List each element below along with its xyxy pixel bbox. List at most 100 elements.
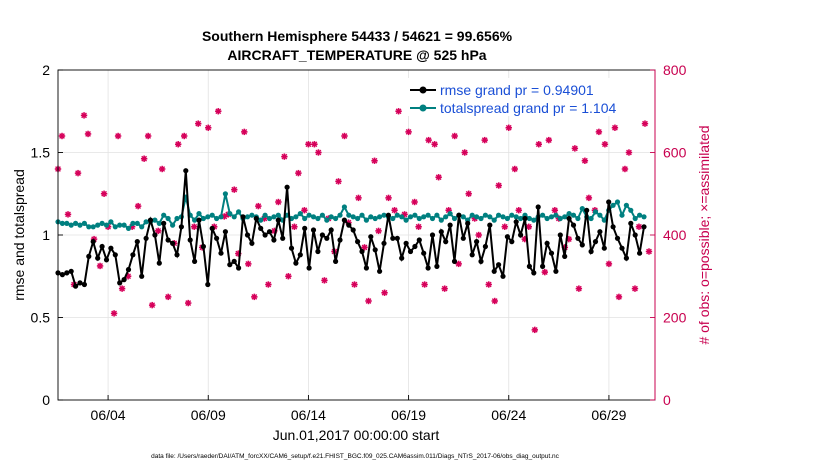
series-1-point-95 (474, 214, 480, 220)
legend-box (405, 78, 653, 116)
series-0-point-21 (147, 217, 154, 223)
series-1-point-103 (509, 212, 515, 218)
obs-marker-21 (158, 165, 166, 173)
obs-marker-13 (118, 285, 126, 292)
obs-marker-9 (100, 190, 108, 197)
series-1-point-15 (121, 222, 127, 228)
obs-marker-42-d2 (265, 281, 272, 288)
series-1-point-23 (156, 220, 162, 226)
series-1-point-33 (200, 215, 206, 222)
x-tick-label-5: 06/29 (591, 407, 626, 423)
series-1-point-80 (407, 214, 414, 220)
obs-marker-75-d2 (431, 141, 438, 148)
obs-marker-78-d2 (445, 207, 452, 214)
series-1-point-87 (438, 217, 444, 223)
series-0-point-120 (584, 207, 590, 213)
series-1-point-105 (518, 215, 524, 222)
obs-marker-80 (455, 260, 462, 268)
series-0-point-5 (77, 280, 83, 286)
obs-marker-76 (435, 174, 442, 181)
series-1-point-61 (324, 217, 330, 223)
series-0-line (57, 170, 645, 288)
obs-marker-110 (605, 260, 613, 268)
series-0-point-4 (73, 283, 79, 289)
obs-marker-38 (245, 260, 252, 268)
series-0-point-29 (183, 168, 189, 174)
series-1-point-16 (125, 225, 132, 231)
obs-marker-45 (281, 153, 288, 160)
obs-marker-5 (80, 112, 88, 119)
obs-marker-57-d2 (341, 133, 348, 139)
obs-marker-115 (631, 285, 639, 292)
series-1-point-131 (632, 215, 638, 222)
obs-marker-56-d2 (335, 178, 342, 185)
right-tick-label-0: 0 (663, 392, 671, 408)
series-0-point-86 (434, 263, 440, 269)
series-0-point-17 (130, 252, 136, 258)
series-1-point-84 (425, 212, 431, 218)
obs-marker-26 (185, 299, 192, 307)
right-tick-label-1: 200 (663, 310, 687, 326)
obs-marker-96-d2 (535, 141, 542, 148)
obs-marker-104 (575, 285, 583, 292)
obs-marker-22 (164, 293, 172, 301)
obs-marker-11 (110, 310, 118, 317)
series-1-point-6 (81, 220, 87, 226)
series-0-point-129 (623, 255, 630, 261)
obs-marker-9-d2 (101, 190, 107, 197)
series-1-point-92 (460, 214, 466, 220)
obs-marker-12-d2 (115, 133, 121, 139)
x-tick-label-0: 06/04 (91, 407, 126, 423)
obs-marker-27-d2 (191, 223, 198, 230)
series-1-point-101 (500, 214, 506, 220)
series-1-point-3 (68, 222, 74, 228)
series-0-point-91 (456, 212, 462, 218)
series-0-point-18 (134, 239, 140, 245)
obs-marker-85-d2 (481, 137, 488, 144)
obs-marker-73-d2 (421, 281, 428, 288)
obs-marker-111-d2 (612, 124, 618, 131)
series-0-point-14 (117, 280, 123, 286)
obs-marker-28 (195, 120, 202, 127)
obs-marker-46-d2 (285, 273, 292, 280)
series-0-point-70 (363, 265, 369, 271)
obs-marker-77 (441, 285, 448, 292)
obs-marker-90-d2 (505, 124, 512, 131)
obs-marker-6-d2 (85, 131, 91, 137)
series-0-point-94 (469, 252, 475, 258)
series-0-point-27 (174, 252, 180, 258)
obs-marker-8 (96, 262, 104, 270)
series-1-point-96 (478, 215, 484, 222)
obs-marker-57 (341, 132, 348, 140)
series-1-point-89 (447, 211, 453, 217)
series-0-point-15 (121, 277, 127, 283)
obs-marker-24 (175, 141, 182, 148)
series-0-point-57 (306, 265, 312, 271)
obs-marker-45-d2 (281, 153, 288, 160)
series-0-point-45 (253, 215, 259, 222)
x-tick-label-1: 06/09 (191, 407, 226, 423)
obs-marker-117-d2 (642, 120, 648, 127)
obs-marker-26-d2 (185, 300, 192, 306)
obs-marker-60-d2 (355, 194, 362, 201)
obs-marker-71-d2 (411, 199, 418, 205)
series-0-point-83 (421, 250, 427, 256)
obs-marker-108 (595, 128, 603, 136)
series-0-point-71 (368, 234, 374, 240)
series-0-point-49 (271, 237, 277, 243)
series-1-point-74 (381, 212, 387, 218)
series-0-point-98 (487, 222, 493, 228)
obs-marker-114-d2 (626, 149, 632, 156)
series-1-point-27 (174, 215, 180, 222)
series-0-point-87 (438, 229, 444, 235)
series-1-point-57 (306, 212, 312, 218)
series-0-point-8 (90, 239, 96, 245)
series-1-point-40 (231, 214, 237, 220)
obs-marker-67 (391, 207, 398, 214)
series-0-point-10 (99, 243, 105, 250)
y-axis-label-left: rmse and totalspread (11, 169, 27, 301)
series-0-point-106 (522, 215, 528, 222)
series-1-point-83 (421, 214, 427, 220)
series-0-point-114 (557, 232, 563, 238)
series-1-point-72 (372, 215, 378, 222)
